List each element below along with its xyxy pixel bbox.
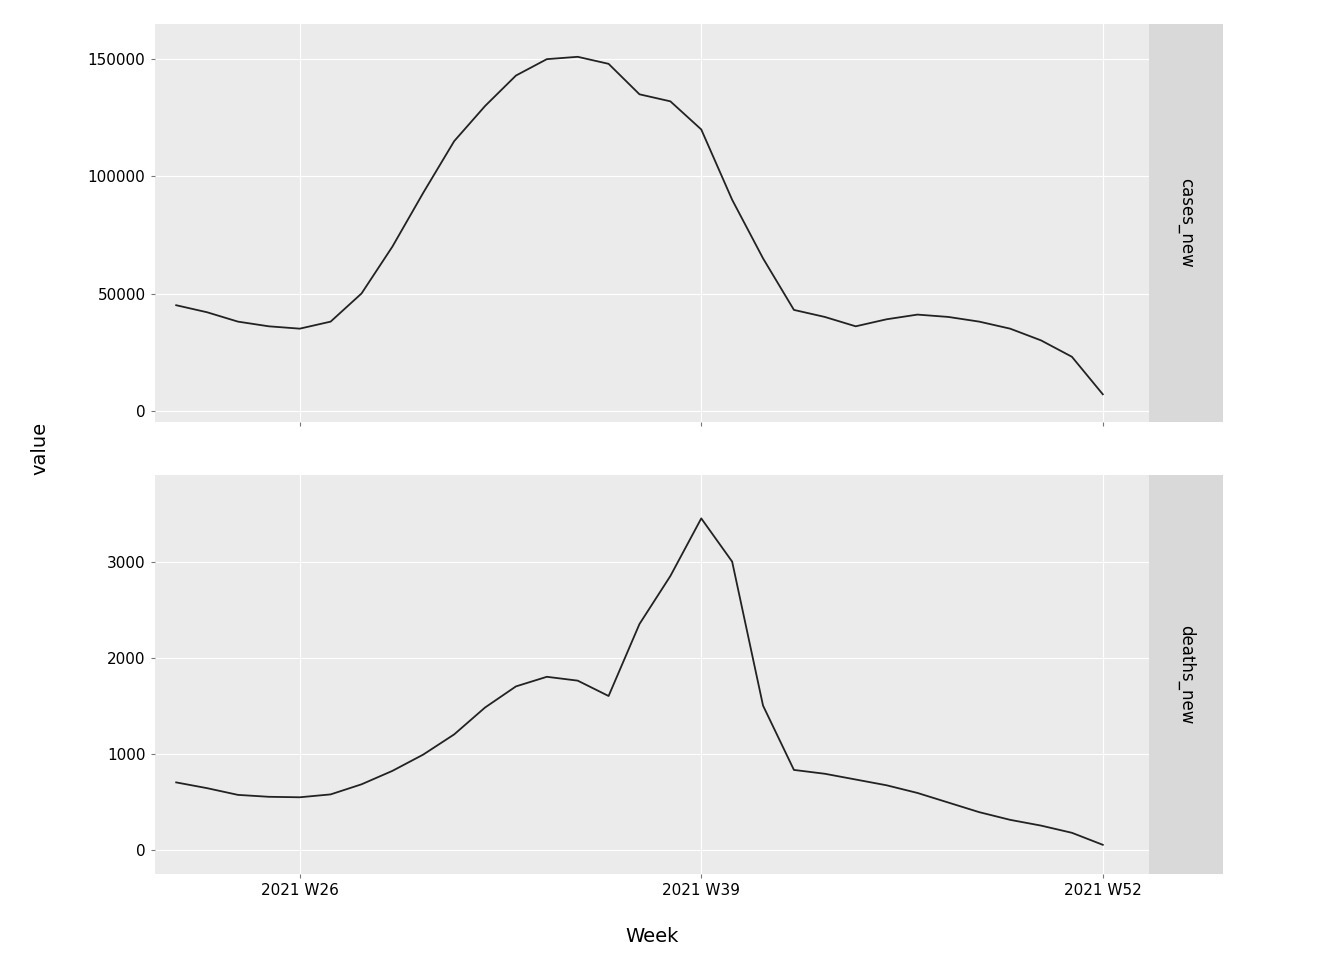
Text: Week: Week [625,926,679,946]
Text: cases_new: cases_new [1177,179,1195,268]
Text: deaths_new: deaths_new [1177,625,1195,724]
Text: value: value [31,422,50,475]
